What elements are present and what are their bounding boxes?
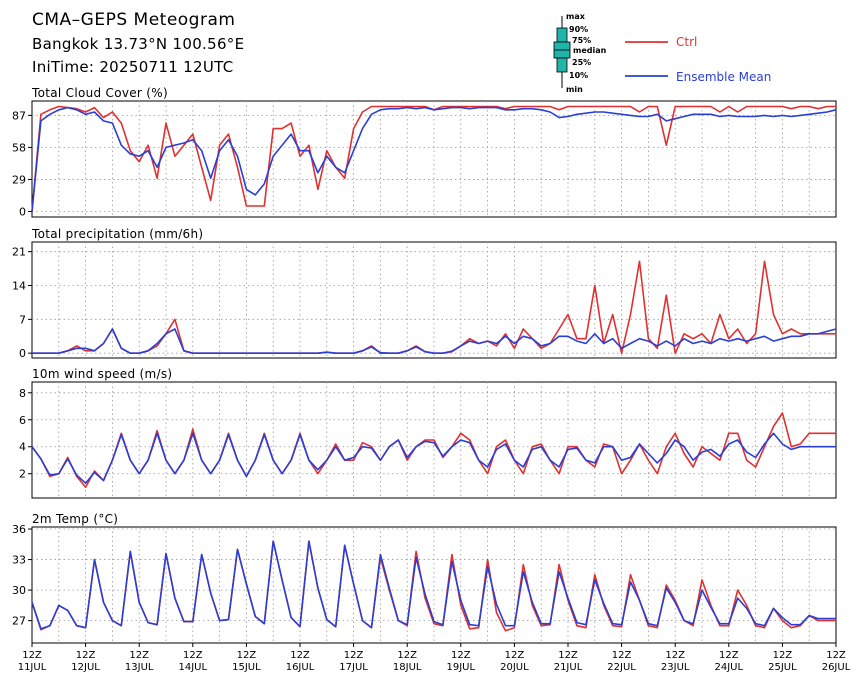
series-line-ensemble-mean [31, 106, 837, 212]
y-tick-label: 7 [19, 313, 26, 326]
y-tick-label: 33 [12, 554, 26, 567]
panel-title-cloud: Total Cloud Cover (%) [31, 86, 168, 100]
x-tick-date: 21JUL [554, 662, 583, 673]
x-tick-date: 11JUL [18, 662, 47, 673]
x-tick-date: 20JUL [500, 662, 529, 673]
legend-90: 90% [569, 25, 588, 34]
y-tick-label: 14 [12, 280, 26, 293]
x-tick-date: 26JUL [822, 662, 851, 673]
x-tick-date: 16JUL [286, 662, 315, 673]
location-label: Bangkok 13.73°N 100.56°E [32, 35, 244, 53]
x-tick-hour: 12Z [290, 650, 310, 661]
x-tick-hour: 12Z [451, 650, 471, 661]
y-tick-label: 87 [12, 109, 26, 122]
x-tick-hour: 12Z [76, 650, 96, 661]
x-tick-hour: 12Z [237, 650, 257, 661]
legend-10: 10% [569, 71, 588, 80]
legend-min: min [566, 85, 583, 94]
x-axis: 12Z11JUL12Z12JUL12Z13JUL12Z14JUL12Z15JUL… [18, 643, 851, 673]
y-tick-label: 0 [19, 205, 26, 218]
box-legend-upper-box [556, 27, 568, 43]
x-tick-date: 22JUL [607, 662, 636, 673]
y-tick-label: 30 [12, 584, 26, 597]
x-tick-hour: 12Z [129, 650, 149, 661]
legend-25: 25% [572, 58, 591, 67]
series-line-ctrl [32, 260, 836, 355]
legend-mean-label: Ensemble Mean [676, 70, 771, 84]
x-tick-hour: 12Z [665, 650, 685, 661]
series-line-ensemble-mean [31, 432, 836, 485]
panel-temperature: 2m Temp (°C) 27 30 33 36 [12, 512, 837, 644]
y-tick-label: 21 [12, 246, 26, 259]
panel-title-temp: 2m Temp (°C) [32, 512, 118, 526]
panel-wind-speed: 10m wind speed (m/s) 2 4 6 8 [19, 367, 837, 499]
x-tick-hour: 12Z [826, 650, 846, 661]
legend-75: 75% [572, 36, 591, 45]
box-legend-lower-box [556, 57, 568, 73]
y-tick-label: 29 [12, 173, 26, 186]
x-tick-hour: 12Z [397, 650, 417, 661]
x-tick-hour: 12Z [719, 650, 739, 661]
x-tick-date: 24JUL [715, 662, 744, 673]
panel-frame-temp [31, 526, 837, 644]
y-tick-label: 4 [19, 441, 26, 454]
panel-precipitation: Total precipitation (mm/6h) 0 7 14 21 [12, 227, 837, 360]
box-legend: max 90% 75% median 25% 10% min [553, 12, 607, 94]
init-time-label: IniTime: 20250711 12UTC [32, 58, 233, 76]
x-tick-hour: 12Z [183, 650, 203, 661]
x-tick-date: 17JUL [339, 662, 368, 673]
x-tick-hour: 12Z [505, 650, 525, 661]
panel-cloud-cover: Total Cloud Cover (%) 0 29 58 87 [12, 86, 837, 218]
y-tick-label: 6 [19, 414, 26, 427]
series-line-ensemble-mean [31, 540, 836, 630]
y-tick-label: 2 [19, 468, 26, 481]
y-tick-label: 8 [19, 387, 26, 400]
series-line-ensemble-mean [32, 328, 837, 355]
y-tick-label: 0 [19, 347, 26, 360]
y-tick-label: 36 [12, 523, 26, 536]
panel-title-precip: Total precipitation (mm/6h) [31, 227, 203, 241]
x-tick-hour: 12Z [22, 650, 42, 661]
x-tick-date: 23JUL [661, 662, 690, 673]
legend-ctrl-label: Ctrl [676, 35, 697, 49]
x-tick-hour: 12Z [773, 650, 793, 661]
x-tick-date: 25JUL [768, 662, 797, 673]
x-tick-hour: 12Z [612, 650, 632, 661]
x-tick-hour: 12Z [344, 650, 364, 661]
x-tick-date: 13JUL [125, 662, 154, 673]
x-tick-date: 12JUL [71, 662, 100, 673]
x-tick-date: 15JUL [232, 662, 261, 673]
y-tick-label: 58 [12, 141, 26, 154]
x-tick-date: 18JUL [393, 662, 422, 673]
x-tick-date: 19JUL [447, 662, 476, 673]
x-tick-hour: 12Z [558, 650, 578, 661]
legend-median: median [573, 46, 607, 55]
figure-title: CMA–GEPS Meteogram [32, 10, 235, 30]
panel-title-wind: 10m wind speed (m/s) [32, 367, 172, 381]
legend-max: max [566, 12, 586, 21]
x-tick-date: 14JUL [179, 662, 208, 673]
y-tick-label: 27 [12, 615, 26, 628]
